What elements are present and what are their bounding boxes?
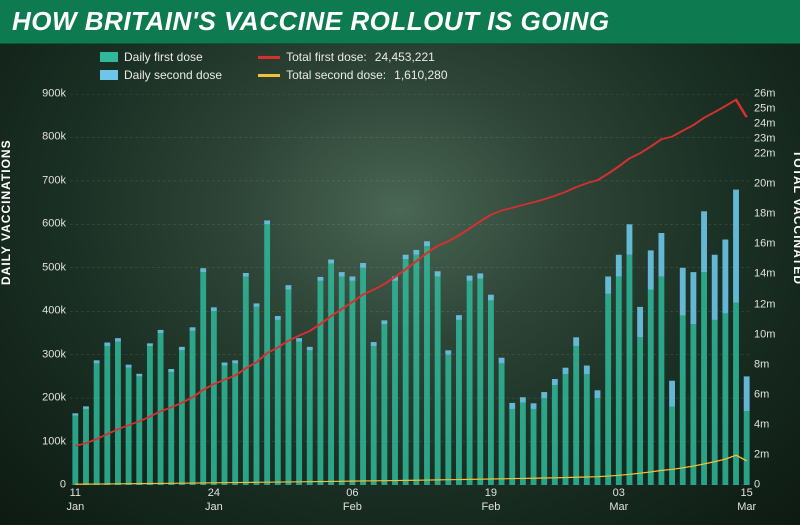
y-right-tick: 26m [754,89,788,100]
y-right-tick: 25m [754,104,788,115]
legend-total-second-label: Total second dose: [286,68,386,82]
x-tick: 03Mar [609,487,628,515]
legend-total-first-value: 24,453,221 [375,50,435,64]
header-bar: HOW BRITAIN'S VACCINE ROLLOUT IS GOING [0,0,800,44]
legend-daily-second-label: Daily second dose [124,68,222,82]
y-right-tick: 23m [754,134,788,145]
x-axis: 11Jan24Jan06Feb19Feb03Mar15Mar [70,487,752,521]
y-right-tick: 10m [754,329,788,340]
y-left-tick: 400k [30,306,66,317]
x-tick: 19Feb [481,487,500,515]
y-right-tick: 20m [754,179,788,190]
legend-daily-first: Daily first dose [100,50,222,64]
y-axis-right-label: TOTAL VACCINATED [791,150,800,285]
y-left-tick: 300k [30,349,66,360]
y-left-tick: 900k [30,89,66,100]
legend: Daily first dose Daily second dose Total… [100,50,448,82]
y-right-tick: 0 [754,480,788,491]
legend-daily-second: Daily second dose [100,68,222,82]
y-right-tick: 2m [754,449,788,460]
x-tick: 15Mar [737,487,756,515]
y-left-tick: 200k [30,393,66,404]
swatch-daily-first [100,52,118,62]
x-tick: 06Feb [343,487,362,515]
y-right-tick: 14m [754,269,788,280]
legend-daily-first-label: Daily first dose [124,50,203,64]
swatch-total-second [258,74,280,77]
swatch-total-first [258,56,280,59]
plot-region [70,94,752,485]
y-right-tick: 6m [754,389,788,400]
y-right-tick: 22m [754,149,788,160]
legend-total-second-value: 1,610,280 [394,68,447,82]
y-axis-left-label: DAILY VACCINATIONS [0,139,13,285]
y-left-tick: 700k [30,175,66,186]
y-right-tick: 16m [754,239,788,250]
y-right-tick: 24m [754,119,788,130]
legend-total-first-label: Total first dose: [286,50,367,64]
swatch-daily-second [100,70,118,80]
y-axis-right: 02m4m6m8m10m12m14m16m18m20m22m23m24m25m2… [754,94,788,485]
y-left-tick: 500k [30,262,66,273]
legend-total-second: Total second dose: 1,610,280 [258,68,447,82]
chart-title: HOW BRITAIN'S VACCINE ROLLOUT IS GOING [12,6,788,37]
x-tick: 24Jan [205,487,223,515]
y-right-tick: 12m [754,299,788,310]
y-axis-left: 0100k200k300k400k500k600k700k800k900k [30,94,68,485]
y-left-tick: 0 [30,480,66,491]
y-right-tick: 8m [754,359,788,370]
chart-area: Daily first dose Daily second dose Total… [0,44,800,525]
legend-total-first: Total first dose: 24,453,221 [258,50,447,64]
chart-svg [70,94,752,485]
y-right-tick: 4m [754,419,788,430]
y-left-tick: 800k [30,132,66,143]
y-left-tick: 600k [30,219,66,230]
y-left-tick: 100k [30,436,66,447]
y-right-tick: 18m [754,209,788,220]
x-tick: 11Jan [66,487,84,515]
